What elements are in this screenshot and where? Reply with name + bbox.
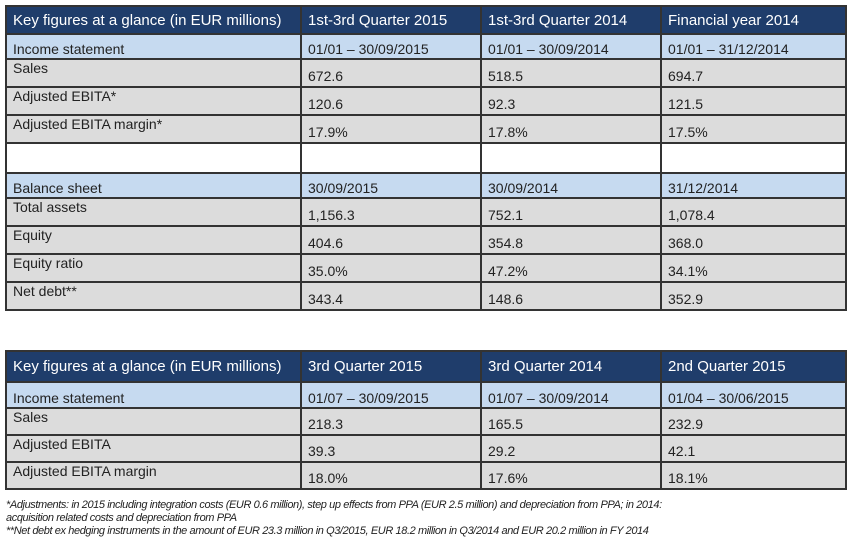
table-row	[5, 142, 847, 174]
cell-value: 1,078.4	[660, 197, 847, 227]
cell-value: 18.0%	[300, 461, 482, 490]
key-figures-9m-table: Key figures at a glance (in EUR millions…	[5, 5, 847, 311]
row-label: Adjusted EBITA margin	[5, 461, 302, 490]
cell-value: 404.6	[300, 225, 482, 255]
cell-value	[480, 142, 662, 174]
row-label: Income statement	[5, 33, 302, 60]
footnote-adjustments: *Adjustments: in 2015 including integrat…	[6, 499, 662, 511]
cell-value: 1st-3rd Quarter 2015	[300, 5, 482, 35]
cell-value	[660, 142, 847, 174]
row-label: Equity	[5, 225, 302, 255]
row-label: Total assets	[5, 197, 302, 227]
row-label: Income statement	[5, 381, 302, 409]
row-label: Sales	[5, 407, 302, 436]
cell-value: 368.0	[660, 225, 847, 255]
cell-value: 01/01 – 30/09/2014	[480, 33, 662, 60]
cell-value: 30/09/2015	[300, 172, 482, 199]
cell-value: 3rd Quarter 2015	[300, 350, 482, 383]
table-row: Adjusted EBITA* 120.6 92.3 121.5	[5, 86, 847, 116]
table-row: Sales 672.6 518.5 694.7	[5, 58, 847, 88]
row-label: Adjusted EBITA*	[5, 86, 302, 116]
cell-value: 1st-3rd Quarter 2014	[480, 5, 662, 35]
cell-value: 672.6	[300, 58, 482, 88]
table-row: Equity 404.6 354.8 368.0	[5, 225, 847, 255]
header-row: Key figures at a glance (in EUR millions…	[5, 5, 847, 35]
footnote-adjustments-cont: acquisition related costs and depreciati…	[6, 512, 237, 524]
cell-value: Financial year 2014	[660, 5, 847, 35]
cell-value: 47.2%	[480, 253, 662, 283]
cell-value: 752.1	[480, 197, 662, 227]
cell-value: 343.4	[300, 281, 482, 311]
cell-value: 35.0%	[300, 253, 482, 283]
row-label: Key figures at a glance (in EUR millions…	[5, 5, 302, 35]
cell-value: 29.2	[480, 434, 662, 463]
cell-value: 354.8	[480, 225, 662, 255]
cell-value: 121.5	[660, 86, 847, 116]
section-row: Income statement 01/07 – 30/09/2015 01/07 …	[5, 381, 847, 409]
row-label: Adjusted EBITA	[5, 434, 302, 463]
cell-value: 31/12/2014	[660, 172, 847, 199]
cell-value: 120.6	[300, 86, 482, 116]
cell-value: 1,156.3	[300, 197, 482, 227]
cell-value: 232.9	[660, 407, 847, 436]
cell-value: 18.1%	[660, 461, 847, 490]
cell-value: 2nd Quarter 2015	[660, 350, 847, 383]
cell-value: 01/01 – 31/12/2014	[660, 33, 847, 60]
cell-value: 17.5%	[660, 114, 847, 144]
cell-value: 518.5	[480, 58, 662, 88]
cell-value: 01/04 – 30/06/2015	[660, 381, 847, 409]
cell-value: 17.9%	[300, 114, 482, 144]
cell-value: 17.8%	[480, 114, 662, 144]
header-row: Key figures at a glance (in EUR millions…	[5, 350, 847, 383]
footnotes: *Adjustments: in 2015 including integrat…	[6, 499, 662, 538]
row-label: Key figures at a glance (in EUR millions…	[5, 350, 302, 383]
cell-value: 165.5	[480, 407, 662, 436]
cell-value: 3rd Quarter 2014	[480, 350, 662, 383]
cell-value: 218.3	[300, 407, 482, 436]
table-row: Net debt** 343.4 148.6 352.9	[5, 281, 847, 311]
cell-value	[300, 142, 482, 174]
cell-value: 694.7	[660, 58, 847, 88]
cell-value: 92.3	[480, 86, 662, 116]
footnote-net-debt: **Net debt ex hedging instruments in the…	[6, 525, 649, 537]
table-row: Sales 218.3 165.5 232.9	[5, 407, 847, 436]
row-label: Adjusted EBITA margin*	[5, 114, 302, 144]
cell-value: 148.6	[480, 281, 662, 311]
cell-value: 352.9	[660, 281, 847, 311]
row-label: Equity ratio	[5, 253, 302, 283]
row-label	[5, 142, 302, 174]
table-row: Adjusted EBITA 39.3 29.2 42.1	[5, 434, 847, 463]
cell-value: 39.3	[300, 434, 482, 463]
cell-value: 42.1	[660, 434, 847, 463]
table-row: Adjusted EBITA margin 18.0% 17.6% 18.1%	[5, 461, 847, 490]
table-row: Equity ratio 35.0% 47.2% 34.1%	[5, 253, 847, 283]
table-row: Adjusted EBITA margin* 17.9% 17.8% 17.5%	[5, 114, 847, 144]
cell-value: 30/09/2014	[480, 172, 662, 199]
section-row: Income statement 01/01 – 30/09/2015 01/01 …	[5, 33, 847, 60]
table-row: Total assets 1,156.3 752.1 1,078.4	[5, 197, 847, 227]
cell-value: 01/07 – 30/09/2014	[480, 381, 662, 409]
key-figures-q3-table: Key figures at a glance (in EUR millions…	[5, 350, 847, 490]
cell-value: 01/01 – 30/09/2015	[300, 33, 482, 60]
row-label: Net debt**	[5, 281, 302, 311]
cell-value: 34.1%	[660, 253, 847, 283]
cell-value: 01/07 – 30/09/2015	[300, 381, 482, 409]
section-row: Balance sheet 30/09/2015 30/09/2014 31/12/2…	[5, 172, 847, 199]
cell-value: 17.6%	[480, 461, 662, 490]
row-label: Balance sheet	[5, 172, 302, 199]
row-label: Sales	[5, 58, 302, 88]
